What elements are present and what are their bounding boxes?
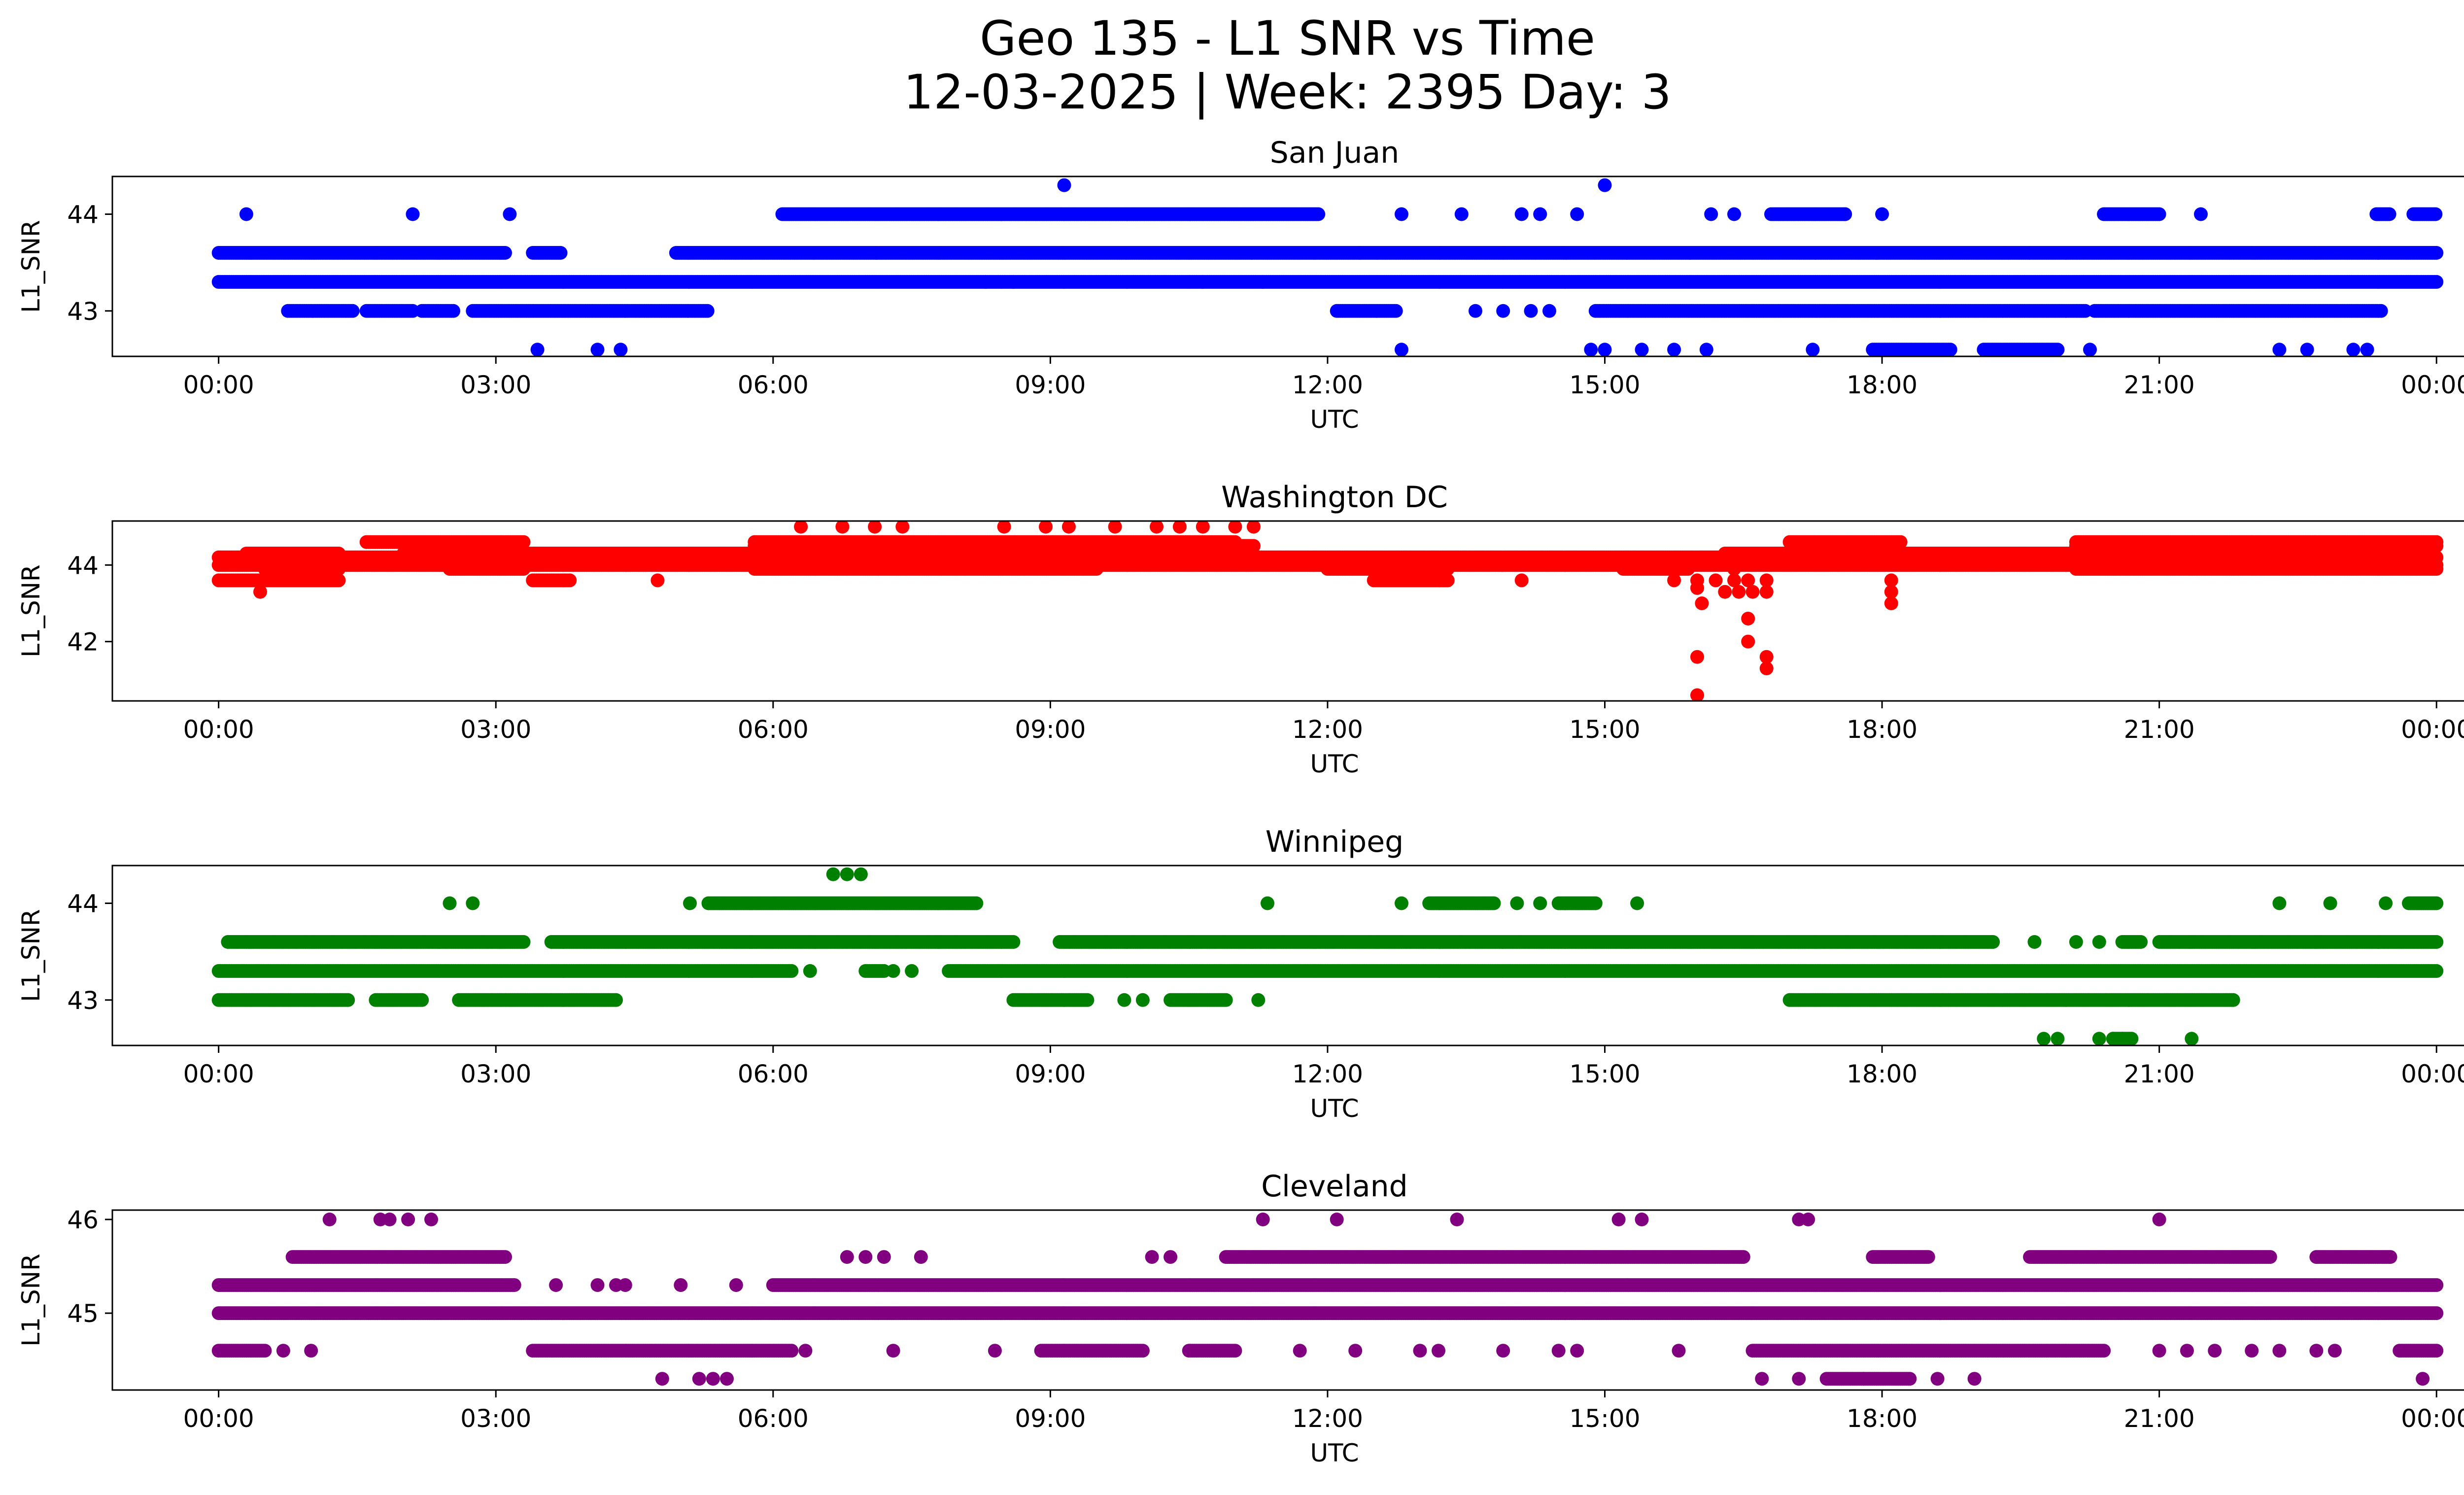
data-point: [1584, 343, 1598, 356]
data-point: [1542, 304, 1556, 318]
y-tick-label: 44: [67, 201, 99, 229]
subplot-1: San Juan 00:00 03:00 06:00 09:00 12:00 15:00 18…: [17, 136, 2464, 434]
data-point: [2272, 343, 2287, 356]
data-point: [530, 343, 545, 356]
data-point: [1454, 207, 1469, 221]
data-point: [553, 246, 568, 260]
data-point: [1256, 275, 1270, 289]
data-point: [2346, 343, 2361, 356]
data-point: [1635, 343, 1649, 356]
data-point: [1570, 207, 1584, 221]
x-axis-label: UTC: [1310, 405, 1359, 434]
data-point: [498, 246, 512, 260]
data-point: [2300, 343, 2314, 356]
y-axis-label: L1_SNR: [17, 220, 45, 313]
data-point: [1667, 343, 1681, 356]
x-tick-label: 15:00: [1569, 371, 1640, 399]
data-point: [1057, 178, 1071, 192]
x-tick-label: 12:00: [1292, 371, 1363, 399]
y-tick-label: 43: [67, 297, 99, 326]
x-tick-label: 03:00: [460, 371, 531, 399]
data-point: [1395, 343, 1408, 356]
data-point: [1469, 304, 1482, 318]
data-point: [503, 207, 517, 221]
subplot-title: San Juan: [1270, 136, 1399, 170]
data-point: [406, 207, 420, 221]
data-point: [1524, 304, 1538, 318]
data-point: [1943, 343, 1957, 356]
data-point: [446, 304, 460, 318]
data-point: [1598, 178, 1612, 192]
x-tick-label: 21:00: [2124, 371, 2195, 399]
x-tick-label: 09:00: [1015, 371, 1086, 399]
data-point: [1704, 207, 1718, 221]
data-point: [2430, 246, 2444, 260]
data-point: [1196, 275, 1210, 289]
data-point: [2382, 207, 2396, 221]
data-point: [1389, 304, 1403, 318]
data-point: [2374, 304, 2388, 318]
data-point: [700, 304, 715, 318]
subplot-title: Washington DC: [1221, 480, 1448, 515]
data-point: [1727, 207, 1741, 221]
data-point: [614, 343, 628, 356]
data-point: [2083, 343, 2097, 356]
data-point: [590, 343, 605, 356]
data-point: [2152, 207, 2166, 221]
data-point: [2194, 207, 2208, 221]
data-point: [2430, 275, 2444, 289]
x-tick-label: 06:00: [738, 371, 809, 399]
axes-frame: [111, 175, 2464, 357]
data-point: [345, 304, 360, 318]
x-tick-label: 00:00: [183, 371, 254, 399]
scatter-series: [211, 178, 2444, 356]
data-point: [2051, 343, 2065, 356]
figure-subtitle: 12-03-2025 | Week: 2395 Day: 3: [903, 65, 1672, 120]
data-point: [1533, 207, 1547, 221]
data-point: [1875, 207, 1889, 221]
data-point: [1598, 343, 1612, 356]
data-point: [1496, 304, 1510, 318]
x-tick-label: 00:00: [2401, 371, 2464, 399]
data-point: [1699, 343, 1713, 356]
data-point: [979, 275, 993, 289]
data-point: [2360, 343, 2374, 356]
data-point: [1806, 343, 1820, 356]
x-tick-label: 18:00: [1847, 371, 1917, 399]
data-point: [1311, 207, 1326, 221]
data-point: [1838, 207, 1852, 221]
scatter-series: [211, 521, 2444, 701]
figure-title: Geo 135 - L1 SNR vs Time: [980, 11, 1595, 66]
data-point: [1395, 207, 1408, 221]
data-point: [1514, 207, 1529, 221]
data-point: [2429, 207, 2443, 221]
data-point: [1006, 275, 1021, 289]
data-point: [239, 207, 253, 221]
